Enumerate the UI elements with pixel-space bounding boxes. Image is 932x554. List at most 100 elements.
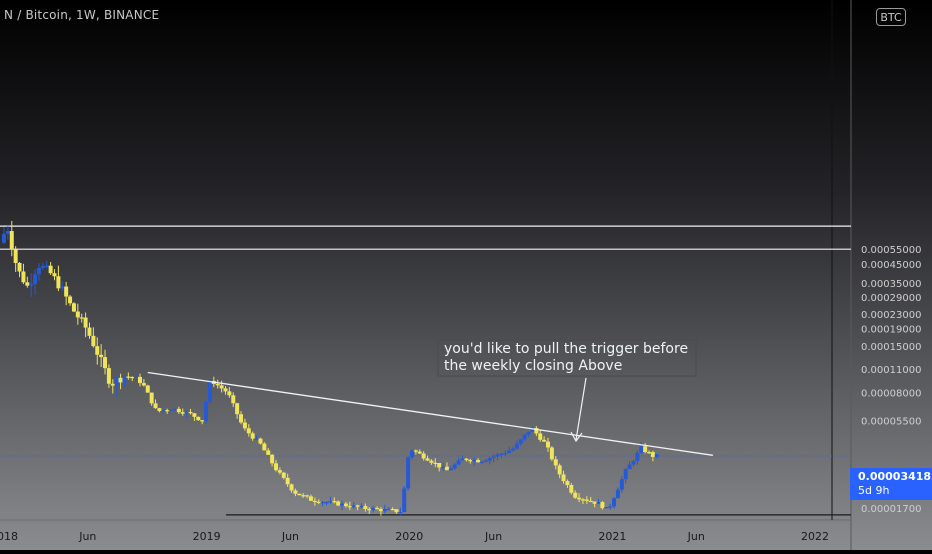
candle-body bbox=[316, 501, 321, 504]
candle-body bbox=[250, 433, 255, 439]
candle-body bbox=[262, 443, 267, 451]
candle-body bbox=[491, 456, 496, 459]
candle-body bbox=[293, 490, 298, 494]
candle-body bbox=[324, 502, 329, 504]
candle-body bbox=[429, 460, 434, 463]
candle-body bbox=[64, 286, 69, 297]
descending-trendline[interactable] bbox=[147, 371, 713, 456]
candle-body bbox=[126, 376, 131, 378]
candle-body bbox=[448, 468, 453, 471]
candle-body bbox=[2, 233, 6, 243]
candle-body bbox=[402, 488, 407, 513]
candle-body bbox=[433, 462, 438, 464]
price-tick-label: 0.00023000 bbox=[861, 310, 921, 321]
candle-body bbox=[409, 450, 414, 458]
last-price-value: 0.00003418 bbox=[858, 470, 932, 483]
candle-body bbox=[421, 453, 426, 459]
candle-body bbox=[184, 411, 189, 414]
candle-body bbox=[118, 377, 123, 383]
candle-body bbox=[530, 428, 535, 432]
candle-body bbox=[60, 286, 65, 289]
candle-body bbox=[312, 500, 317, 503]
candle-body bbox=[588, 500, 593, 503]
candle-body bbox=[99, 354, 104, 358]
candle-body bbox=[83, 317, 88, 328]
candle-body bbox=[320, 502, 325, 504]
candle-body bbox=[231, 395, 236, 404]
candle-body bbox=[25, 282, 30, 286]
price-tick-label: 0.00045000 bbox=[861, 260, 921, 271]
candle-body bbox=[382, 509, 387, 512]
candle-body bbox=[71, 303, 76, 312]
candle-body bbox=[367, 508, 372, 511]
candle-body bbox=[460, 458, 465, 461]
candle-body bbox=[219, 385, 224, 389]
candle-body bbox=[452, 464, 457, 469]
candle-body bbox=[406, 457, 411, 489]
candle-body bbox=[172, 408, 177, 411]
candle-body bbox=[643, 446, 648, 453]
price-tick-label: 0.00001700 bbox=[861, 504, 921, 515]
candle-body bbox=[444, 466, 449, 471]
candle-body bbox=[499, 453, 504, 456]
candle-body bbox=[580, 499, 585, 501]
candle-body bbox=[301, 495, 306, 497]
time-tick-label: Jun bbox=[484, 530, 502, 543]
candle-body bbox=[495, 454, 500, 457]
candle-body bbox=[192, 413, 197, 417]
candle-body bbox=[518, 439, 523, 444]
candle-body bbox=[347, 506, 352, 508]
candle-body bbox=[503, 453, 508, 455]
candle-body bbox=[44, 265, 49, 267]
annotation-line-2: the weekly closing Above bbox=[444, 358, 623, 374]
candle-body bbox=[223, 388, 228, 392]
candle-body bbox=[40, 266, 45, 268]
candle-body bbox=[584, 499, 589, 501]
candle-body bbox=[612, 498, 617, 507]
candle-body bbox=[141, 383, 146, 386]
candle-body bbox=[441, 466, 446, 468]
candle-body bbox=[235, 403, 240, 415]
candle-body bbox=[472, 459, 477, 462]
time-tick-label: 2021 bbox=[598, 530, 626, 543]
candle-body bbox=[596, 502, 601, 504]
candle-body bbox=[654, 454, 659, 457]
candle-body bbox=[375, 508, 380, 510]
candle-body bbox=[522, 434, 527, 440]
candle-body bbox=[246, 428, 251, 434]
candle-body bbox=[394, 509, 399, 513]
candle-body bbox=[204, 401, 209, 422]
candle-body bbox=[176, 408, 181, 413]
candle-body bbox=[340, 503, 345, 506]
time-tick-label: 2020 bbox=[395, 530, 423, 543]
candle-body bbox=[161, 410, 166, 412]
candle-body bbox=[565, 481, 570, 486]
candle-body bbox=[169, 409, 174, 411]
candle-body bbox=[635, 452, 640, 461]
candle-body bbox=[627, 464, 632, 470]
candle-body bbox=[514, 443, 519, 449]
candle-body bbox=[130, 376, 135, 379]
candle-body bbox=[483, 460, 488, 462]
candle-body bbox=[592, 501, 597, 504]
candle-body bbox=[56, 276, 61, 289]
candle-body bbox=[468, 460, 473, 462]
candle-body bbox=[577, 497, 582, 500]
candle-body bbox=[95, 346, 100, 355]
candle-body bbox=[557, 465, 562, 475]
candle-body bbox=[650, 452, 655, 457]
candle-body bbox=[398, 512, 403, 514]
candle-body bbox=[359, 506, 364, 508]
candle-body bbox=[239, 414, 244, 423]
candle-body bbox=[106, 368, 111, 384]
candle-body bbox=[542, 439, 547, 442]
candle-body bbox=[153, 403, 158, 409]
candle-body bbox=[615, 489, 620, 499]
candle-body bbox=[180, 412, 185, 414]
candle-body bbox=[91, 335, 96, 347]
candle-body bbox=[437, 462, 442, 468]
currency-button[interactable]: BTC bbox=[876, 8, 906, 26]
candle-body bbox=[297, 493, 302, 496]
